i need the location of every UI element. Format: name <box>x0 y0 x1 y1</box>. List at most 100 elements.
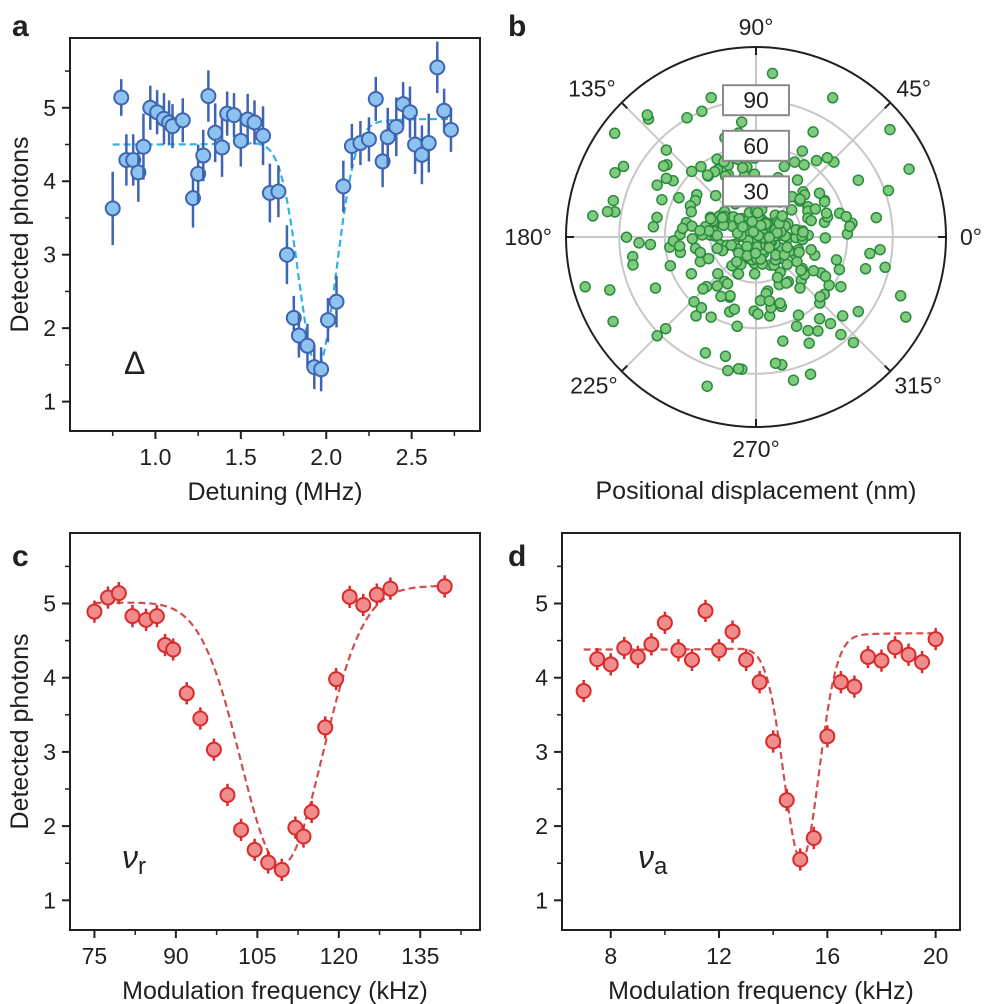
x-tick-label: 90 <box>163 943 189 969</box>
angle-label: 45° <box>896 76 931 102</box>
data-point <box>694 246 707 259</box>
data-point <box>328 671 345 688</box>
data-point <box>900 311 912 323</box>
data-point <box>769 357 782 369</box>
data-point <box>695 160 707 173</box>
data-point <box>874 243 886 256</box>
data-point <box>695 301 708 314</box>
data-point <box>840 210 852 223</box>
data-point <box>835 328 847 341</box>
data-point <box>200 88 217 105</box>
data-point <box>602 656 619 673</box>
data-point <box>429 59 446 76</box>
data-point <box>575 683 592 700</box>
data-point <box>836 310 849 322</box>
annotation-symbol: ν <box>122 839 138 875</box>
data-point <box>195 147 212 164</box>
data-point <box>705 311 717 323</box>
y-tick-label: 3 <box>43 242 56 268</box>
data-point <box>819 270 832 283</box>
fit-curve <box>94 584 445 867</box>
data-point <box>781 258 793 271</box>
data-point <box>670 642 687 659</box>
data-point <box>207 124 224 141</box>
data-point <box>873 652 890 669</box>
data-point <box>884 123 896 136</box>
data-point <box>751 206 764 219</box>
data-point <box>715 290 727 303</box>
data-point <box>701 169 714 181</box>
radial-label: 60 <box>743 133 769 159</box>
data-point <box>660 144 673 156</box>
data-point <box>778 160 791 173</box>
data-point <box>774 297 786 310</box>
data-point <box>859 648 876 665</box>
data-point <box>629 648 646 665</box>
data-point <box>882 184 895 197</box>
data-point <box>793 246 805 259</box>
data-point <box>791 174 804 186</box>
angle-label: 90° <box>739 14 774 40</box>
data-point <box>810 154 823 167</box>
data-point <box>579 281 591 293</box>
data-point <box>780 277 793 289</box>
data-point <box>798 159 810 171</box>
data-point <box>616 640 633 657</box>
data-point <box>725 239 738 251</box>
data-point <box>273 861 290 878</box>
x-tick-label: 1.0 <box>139 444 171 470</box>
data-point <box>813 187 826 199</box>
data-point <box>732 363 745 375</box>
data-point <box>732 268 745 280</box>
data-point <box>794 282 806 294</box>
data-point <box>260 854 277 871</box>
data-point <box>656 614 673 631</box>
radial-label-box <box>722 84 790 117</box>
data-point <box>749 247 762 260</box>
y-tick-label: 5 <box>43 590 56 616</box>
data-point <box>104 200 121 217</box>
data-point <box>832 674 849 691</box>
y-tick-label: 5 <box>535 590 548 616</box>
data-point <box>795 264 807 277</box>
x-tick-label: 16 <box>815 943 841 969</box>
data-point <box>647 221 660 233</box>
data-point <box>607 315 619 328</box>
data-point <box>246 841 263 858</box>
data-point <box>903 163 915 175</box>
data-point <box>436 578 453 595</box>
plot-frame <box>69 37 481 432</box>
data-point <box>730 256 743 268</box>
fit-curve <box>583 632 936 862</box>
data-point <box>335 178 352 195</box>
data-point <box>812 325 824 337</box>
data-point <box>821 152 834 164</box>
angle-label: 270° <box>732 436 780 462</box>
y-tick-label: 4 <box>43 665 56 691</box>
data-point <box>285 309 302 326</box>
radial-label-box <box>722 129 790 162</box>
data-point <box>246 114 263 131</box>
y-tick-label: 3 <box>535 739 548 765</box>
data-point <box>807 126 819 138</box>
data-point <box>824 317 837 330</box>
y-tick-label: 1 <box>535 887 548 913</box>
data-point <box>697 602 714 619</box>
y-tick-label: 5 <box>43 95 56 121</box>
data-point <box>702 252 715 265</box>
data-point <box>374 153 391 170</box>
data-point <box>711 242 724 255</box>
data-point <box>721 278 734 290</box>
data-point <box>328 293 345 310</box>
data-point <box>712 268 724 280</box>
data-point <box>805 829 822 846</box>
data-point <box>319 312 336 329</box>
data-point <box>686 233 699 245</box>
data-point <box>442 121 459 138</box>
data-point <box>620 231 633 243</box>
data-point <box>113 89 130 106</box>
fit-curve <box>112 117 451 368</box>
data-point <box>643 636 660 653</box>
data-point <box>833 263 846 276</box>
